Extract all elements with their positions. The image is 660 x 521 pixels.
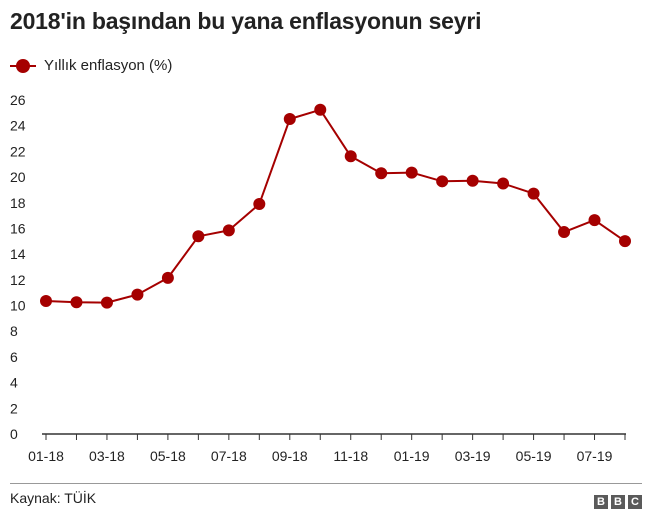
y-tick-label: 16 <box>10 220 26 236</box>
x-axis: 01-18 03-18 05-18 07-18 09-18 11-18 01-19 03-19… <box>28 433 626 464</box>
x-tick-label: 01-18 <box>28 448 64 464</box>
y-tick-label: 0 <box>10 426 18 442</box>
data-point <box>40 295 52 308</box>
data-point <box>70 296 83 309</box>
data-point <box>161 271 174 284</box>
data-point <box>466 174 479 187</box>
y-tick-label: 10 <box>10 298 26 314</box>
chart-title: 2018'in başından bu yana enflasyonun sey… <box>10 8 482 34</box>
source-note: Kaynak: TÜİK <box>10 490 97 506</box>
data-point <box>344 150 357 163</box>
data-point <box>283 113 296 126</box>
x-tick-label: 11-18 <box>333 448 368 464</box>
x-tick-label: 05-18 <box>150 448 186 464</box>
data-point <box>497 177 510 190</box>
y-tick-label: 24 <box>10 118 26 134</box>
series-line <box>45 108 626 304</box>
y-tick-label: 12 <box>10 272 26 288</box>
footer-divider <box>10 483 642 484</box>
data-point <box>222 224 235 237</box>
y-tick-label: 4 <box>10 375 18 391</box>
data-point <box>253 198 266 211</box>
y-tick-label: 26 <box>10 92 26 108</box>
y-tick-label: 8 <box>10 323 18 339</box>
legend-label: Yıllık enflasyon (%) <box>44 57 173 74</box>
data-point <box>527 187 540 200</box>
x-tick-label: 09-18 <box>272 448 308 464</box>
y-tick-label: 22 <box>10 143 26 159</box>
bbc-logo-letter: B <box>611 495 625 509</box>
bbc-logo: B B C <box>594 495 642 509</box>
series-polyline <box>45 108 626 304</box>
data-point <box>131 288 144 301</box>
data-point <box>558 226 571 239</box>
legend-marker-dot <box>16 58 30 73</box>
data-points <box>40 103 631 309</box>
y-tick-label: 2 <box>10 400 18 416</box>
x-tick-label: 03-19 <box>455 448 491 464</box>
y-tick-label: 14 <box>10 246 26 262</box>
x-tick-label: 01-19 <box>394 448 430 464</box>
x-tick-label: 07-18 <box>211 448 247 464</box>
bbc-logo-letter: B <box>594 495 608 509</box>
data-point <box>100 296 113 309</box>
data-point <box>619 235 631 248</box>
data-point <box>314 103 327 116</box>
data-point <box>436 175 449 188</box>
y-tick-label: 20 <box>10 169 26 185</box>
bbc-logo-letter: C <box>628 495 642 509</box>
data-point <box>192 230 205 243</box>
x-tick-label: 05-19 <box>516 448 552 464</box>
legend: Yıllık enflasyon (%) <box>10 57 172 74</box>
x-tick-label: 03-18 <box>89 448 125 464</box>
data-point <box>405 166 418 179</box>
legend-marker <box>10 58 36 73</box>
data-point <box>588 214 601 227</box>
y-tick-label: 6 <box>10 349 18 365</box>
y-tick-label: 18 <box>10 195 26 211</box>
x-tick-label: 07-19 <box>577 448 613 464</box>
data-point <box>375 167 388 180</box>
